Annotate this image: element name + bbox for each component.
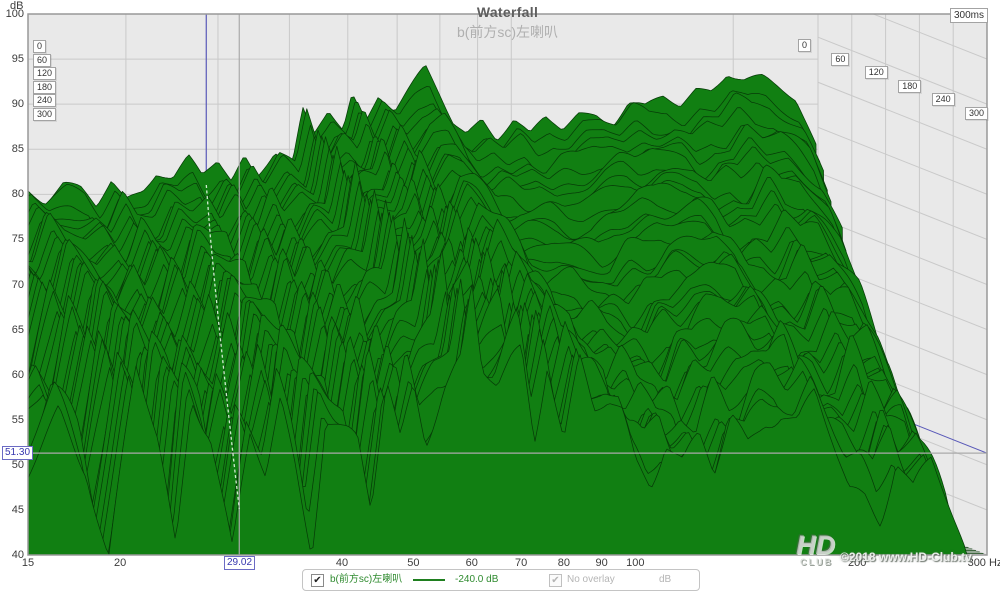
y-tick-label: 60 bbox=[11, 368, 24, 381]
time-slice-label: 60 bbox=[33, 53, 52, 67]
time-slice-label: 300 bbox=[33, 107, 57, 121]
y-tick-label: 75 bbox=[11, 233, 24, 246]
grid-db-wall-line bbox=[817, 217, 987, 285]
grid-db-wall-line bbox=[817, 126, 987, 195]
cursor-surface-trace bbox=[205, 184, 240, 509]
measurement-value: -240.0 dB bbox=[455, 574, 499, 585]
time-slice-label: 60 bbox=[831, 52, 850, 66]
x-tick-label: 20 bbox=[113, 557, 127, 569]
y-axis-unit-label: dB bbox=[10, 0, 24, 12]
time-slice-label: 240 bbox=[33, 94, 57, 107]
time-slice-label: 0 bbox=[798, 39, 812, 52]
x-tick-label: 60 bbox=[465, 557, 478, 569]
grid-db-wall-line bbox=[817, 81, 987, 150]
x-tick-label: 40 bbox=[335, 557, 349, 569]
y-tick-label: 80 bbox=[11, 188, 24, 201]
time-slice-label: 240 bbox=[931, 93, 955, 107]
chart-subtitle: b(前方sc)左喇叭 bbox=[456, 24, 559, 40]
y-tick-label: 50 bbox=[11, 458, 24, 471]
y-tick-label: 55 bbox=[11, 413, 24, 426]
y-tick-label: 70 bbox=[11, 278, 24, 291]
overlay-label: No overlay bbox=[567, 574, 615, 585]
x-tick-label: 100 bbox=[626, 557, 645, 569]
cursor-db-readout[interactable]: 51.30 bbox=[2, 446, 34, 460]
time-slice-label: 120 bbox=[33, 67, 57, 80]
x-tick-label: 80 bbox=[557, 557, 570, 569]
overlay-checkbox[interactable]: ✔ bbox=[549, 574, 562, 587]
measurement-checkbox[interactable]: ✔ bbox=[311, 574, 324, 587]
grid-db-wall-line bbox=[871, 14, 987, 60]
time-slice-label: 120 bbox=[864, 66, 888, 80]
x-tick-label: 15 bbox=[21, 557, 35, 569]
time-slice-label: 180 bbox=[898, 79, 922, 93]
y-tick-label: 90 bbox=[11, 98, 24, 111]
y-tick-label: 65 bbox=[11, 323, 24, 336]
time-slice-label: 180 bbox=[33, 80, 57, 94]
measurement-name: b(前方sc)左喇叭 bbox=[330, 574, 403, 585]
grid-db-wall-line bbox=[817, 36, 987, 105]
time-window-label: 300ms bbox=[950, 8, 989, 23]
x-tick-label: 300 Hz bbox=[967, 557, 1000, 569]
x-tick-label: 90 bbox=[595, 557, 608, 569]
time-slice-label: 0 bbox=[33, 40, 47, 53]
time-slice-label: 300 bbox=[965, 107, 989, 120]
legend-unit-label: dB bbox=[659, 574, 672, 585]
x-tick-label: 70 bbox=[515, 557, 528, 569]
y-tick-label: 95 bbox=[11, 53, 24, 66]
chart-title: Waterfall bbox=[476, 4, 539, 20]
plot-frame bbox=[27, 13, 988, 556]
grid-db-wall-line bbox=[817, 171, 987, 240]
legend-bar: ✔ b(前方sc)左喇叭 -240.0 dB ✔ No overlay dB bbox=[302, 569, 700, 591]
x-tick-label: 200 bbox=[848, 557, 867, 569]
measurement-color-swatch bbox=[413, 579, 445, 581]
y-tick-label: 45 bbox=[11, 503, 24, 516]
waterfall-slice bbox=[28, 284, 987, 555]
y-tick-label: 85 bbox=[11, 143, 24, 156]
cursor-frequency-readout[interactable]: 29.02 bbox=[224, 556, 256, 570]
x-tick-label: 50 bbox=[407, 557, 420, 569]
y-tick-label: 100 bbox=[5, 8, 24, 20]
y-tick-label: 40 bbox=[11, 549, 24, 561]
